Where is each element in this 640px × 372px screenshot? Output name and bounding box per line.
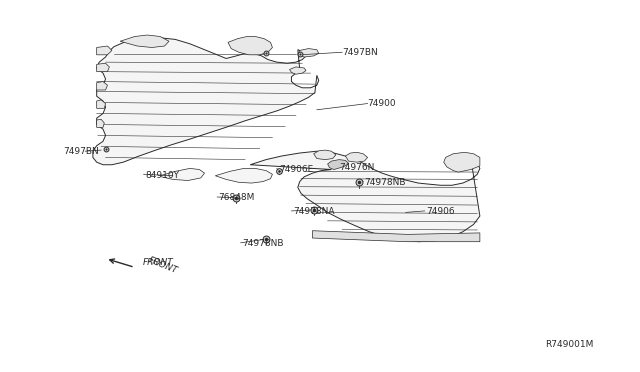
Polygon shape: [289, 67, 306, 74]
Text: 84910Y: 84910Y: [145, 170, 180, 180]
Polygon shape: [312, 231, 480, 242]
Text: 74978NA: 74978NA: [293, 207, 335, 216]
Text: 7497BN: 7497BN: [342, 48, 378, 57]
Polygon shape: [160, 169, 205, 180]
Polygon shape: [93, 38, 319, 165]
Text: 74906: 74906: [427, 207, 455, 216]
Text: FRONT: FRONT: [147, 256, 179, 276]
Text: 7497BN: 7497BN: [63, 147, 99, 156]
Polygon shape: [97, 100, 106, 108]
Text: 74906E: 74906E: [279, 165, 313, 174]
Polygon shape: [328, 160, 349, 170]
Polygon shape: [250, 151, 480, 242]
Polygon shape: [314, 150, 336, 160]
Polygon shape: [298, 49, 319, 57]
Polygon shape: [97, 63, 109, 72]
Polygon shape: [97, 119, 104, 127]
Text: FRONT: FRONT: [142, 259, 173, 267]
Polygon shape: [228, 36, 273, 55]
Polygon shape: [120, 35, 169, 48]
Polygon shape: [346, 152, 367, 162]
Text: 74976N: 74976N: [339, 163, 374, 172]
Text: 74978NB: 74978NB: [243, 240, 284, 248]
Text: 76848M: 76848M: [218, 193, 255, 202]
Text: 74900: 74900: [367, 99, 396, 108]
Text: R749001M: R749001M: [545, 340, 594, 349]
Text: 74978NB: 74978NB: [364, 178, 406, 187]
Polygon shape: [444, 152, 480, 172]
Polygon shape: [215, 169, 273, 183]
Polygon shape: [97, 81, 108, 90]
Polygon shape: [97, 46, 112, 55]
